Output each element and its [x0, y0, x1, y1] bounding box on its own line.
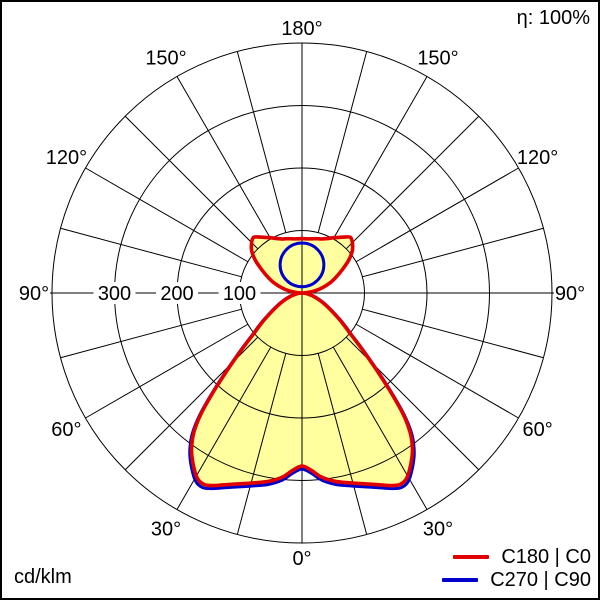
- c0-curve: [189, 235, 415, 488]
- grid-spoke-330: [176, 346, 272, 510]
- angle-label-120-right: 120°: [517, 147, 558, 169]
- grid-spoke-285: [60, 308, 242, 359]
- grid-spoke-195: [236, 51, 287, 233]
- grid-spoke-225: [124, 115, 259, 250]
- grid-spoke-75: [362, 308, 544, 359]
- grid-spoke-300: [85, 323, 249, 419]
- grid-spoke-60: [355, 323, 519, 419]
- radial-tick-bg-200: [156, 282, 198, 304]
- grid-spoke-210: [176, 76, 272, 240]
- grid-spoke-150: [332, 76, 428, 240]
- legend-item-c270-c90: C270 | C90: [442, 569, 591, 591]
- angle-label-150-right: 150°: [417, 47, 458, 69]
- angle-label-180: 180°: [281, 18, 322, 40]
- legend: C180 | C0 C270 | C90: [442, 546, 591, 591]
- angle-label-30-right: 30°: [423, 519, 453, 541]
- grid-spoke-345: [236, 353, 287, 535]
- grid-spoke-15: [317, 353, 368, 535]
- legend-item-c180-c0: C180 | C0: [442, 546, 591, 568]
- legend-swatch-red-line: [453, 555, 490, 559]
- angle-label-90-right: 90°: [555, 283, 585, 305]
- grid-spoke-135: [345, 115, 480, 250]
- grid-spoke-255: [60, 227, 242, 278]
- angle-label-30-left: 30°: [151, 519, 181, 541]
- legend-label-c180-c0: C180 | C0: [501, 545, 591, 568]
- grid-spoke-105: [362, 227, 544, 278]
- radial-tick-bg-300: [93, 282, 136, 304]
- grid-spoke-120: [355, 167, 519, 263]
- angle-label-120-left: 120°: [46, 147, 87, 169]
- legend-swatch-blue-line: [442, 578, 479, 582]
- angle-label-150-left: 150°: [145, 47, 186, 69]
- radial-tick-label-300: 300: [98, 283, 131, 305]
- angle-label-0: 0°: [292, 548, 311, 570]
- radial-tick-label-100: 100: [223, 283, 256, 305]
- angle-label-90-left: 90°: [19, 283, 49, 305]
- efficiency-label: η: 100%: [516, 7, 590, 29]
- legend-label-c270-c90: C270 | C90: [490, 568, 591, 591]
- angle-label-60-right: 60°: [522, 419, 552, 441]
- radial-tick-bg-100: [218, 282, 261, 304]
- angle-label-60-left: 60°: [51, 419, 81, 441]
- c90-upper-curve: [278, 241, 326, 289]
- unit-label: cd/klm: [14, 566, 72, 588]
- grid-spoke-240: [85, 167, 249, 263]
- radial-tick-label-200: 200: [160, 283, 193, 305]
- grid-spoke-30: [332, 346, 428, 510]
- grid-spoke-165: [317, 51, 368, 233]
